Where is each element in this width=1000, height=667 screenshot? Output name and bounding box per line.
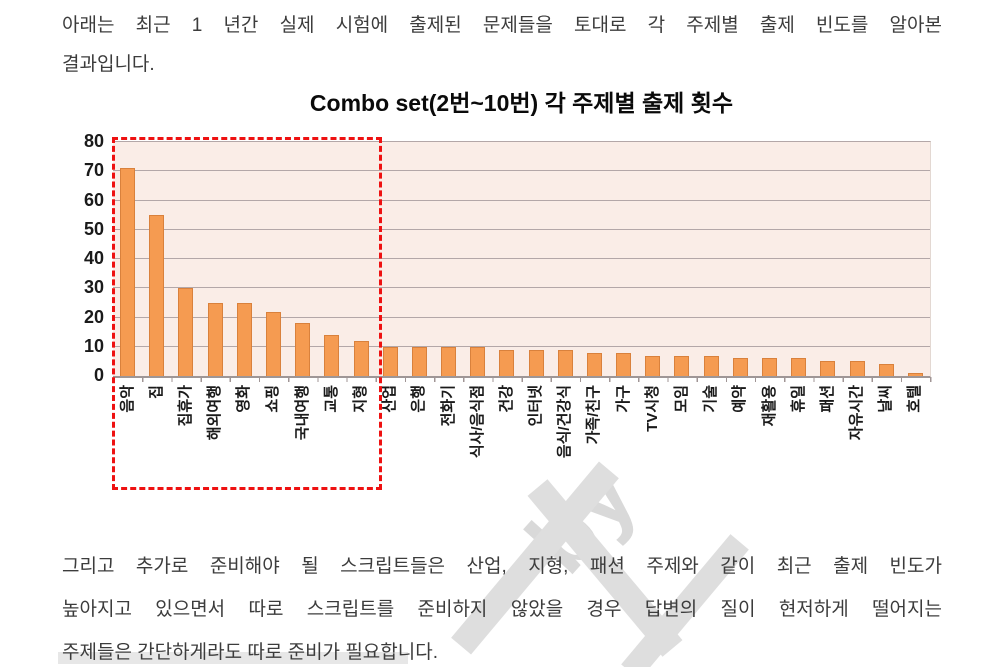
watermark-stroke (58, 652, 408, 664)
bar-집 (149, 215, 165, 376)
x-label-은행: 은행 (410, 385, 428, 413)
bar-지형 (353, 340, 369, 376)
x-label-예약: 예약 (731, 385, 749, 413)
y-tick-label: 20 (83, 306, 104, 327)
highlight-box (112, 137, 382, 490)
bar-산업 (382, 346, 398, 376)
intro-paragraph: 아래는 최근 1 년간 실제 시험에 출제된 문제들을 토대로 각 주제별 출제… (62, 6, 942, 84)
y-tick-label: 10 (83, 335, 104, 356)
bar-TV시청 (645, 355, 661, 376)
y-tick-label: 80 (83, 131, 104, 151)
x-label-휴일: 휴일 (789, 385, 807, 413)
bar-인터넷 (528, 349, 544, 376)
bar-전화기 (441, 346, 457, 376)
x-label-가구: 가구 (614, 385, 632, 413)
bar-음식/건강식 (557, 349, 573, 376)
bar-자유시간 (849, 361, 865, 376)
bar-은행 (411, 346, 427, 376)
gridline (113, 199, 930, 201)
bar-가족/친구 (586, 352, 602, 376)
bar-chart: Combo set(2번~10번) 각 주제별 출제 횟수 0 10 20 30 40 5… (83, 90, 932, 490)
bar-건강 (499, 349, 515, 376)
bar-예약 (732, 358, 748, 376)
bar-해외여행 (207, 302, 223, 376)
x-label-모임: 모임 (672, 385, 690, 413)
x-label-패션: 패션 (818, 385, 836, 413)
bar-날씨 (878, 364, 894, 376)
bar-교통 (324, 335, 340, 376)
bar-음악 (120, 168, 136, 376)
bar-재활용 (762, 358, 778, 376)
x-label-식사/음식점: 식사/음식점 (468, 385, 486, 459)
bar-패션 (820, 361, 836, 376)
bar-기술 (703, 355, 719, 376)
x-label-TV시청: TV시청 (643, 385, 661, 432)
bar-쇼핑 (265, 311, 281, 376)
gridline (113, 287, 930, 289)
outro-line-2: 높아지고 있으면서 따로 스크립트를 준비하지 않았을 경우 답변의 질이 현저… (62, 599, 942, 620)
outro-line-3: 주제들은 간단하게라도 따로 준비가 필요합니다. (62, 642, 438, 663)
bar-모임 (674, 355, 690, 376)
outro-line-1: 그리고 추가로 준비해야 될 스크립트들은 산업, 지형, 패션 주제와 같이 … (62, 556, 942, 577)
gridline (113, 228, 930, 230)
intro-line-2: 결과입니다. (62, 54, 155, 75)
x-label-음식/건강식: 음식/건강식 (556, 385, 574, 459)
y-tick-label: 0 (93, 365, 104, 385)
bar-휴일 (791, 358, 807, 376)
x-axis-ticks (113, 377, 932, 382)
x-label-산업: 산업 (381, 385, 399, 413)
x-label-인터넷: 인터넷 (527, 385, 545, 427)
gridline (113, 170, 930, 172)
x-label-기술: 기술 (702, 385, 720, 413)
y-tick-label: 50 (83, 218, 104, 239)
gridline (113, 345, 930, 347)
bar-호텔 (907, 373, 923, 376)
y-tick-label: 70 (83, 160, 104, 181)
x-label-가족/친구: 가족/친구 (585, 385, 603, 445)
x-label-건강: 건강 (497, 385, 515, 413)
plot-area (113, 141, 931, 378)
gridline (113, 316, 930, 318)
y-tick-label: 40 (83, 248, 104, 268)
x-label-날씨: 날씨 (877, 385, 895, 413)
bar-집휴가 (178, 288, 194, 376)
bar-식사/음식점 (470, 346, 486, 376)
x-label-재활용: 재활용 (760, 385, 778, 427)
chart-title: Combo set(2번~10번) 각 주제별 출제 횟수 (309, 90, 734, 116)
bar-국내여행 (295, 323, 311, 376)
x-label-전화기: 전화기 (439, 385, 457, 427)
outro-paragraph: 그리고 추가로 준비해야 될 스크립트들은 산업, 지형, 패션 주제와 같이 … (62, 545, 942, 667)
x-label-자유시간: 자유시간 (848, 385, 866, 441)
bar-가구 (616, 352, 632, 376)
y-tick-label: 60 (83, 189, 104, 210)
bar-영화 (236, 302, 252, 376)
gridline (113, 258, 930, 259)
intro-line-1: 아래는 최근 1 년간 실제 시험에 출제된 문제들을 토대로 각 주제별 출제… (62, 15, 942, 36)
x-label-호텔: 호텔 (906, 385, 924, 413)
y-tick-label: 30 (83, 277, 104, 298)
